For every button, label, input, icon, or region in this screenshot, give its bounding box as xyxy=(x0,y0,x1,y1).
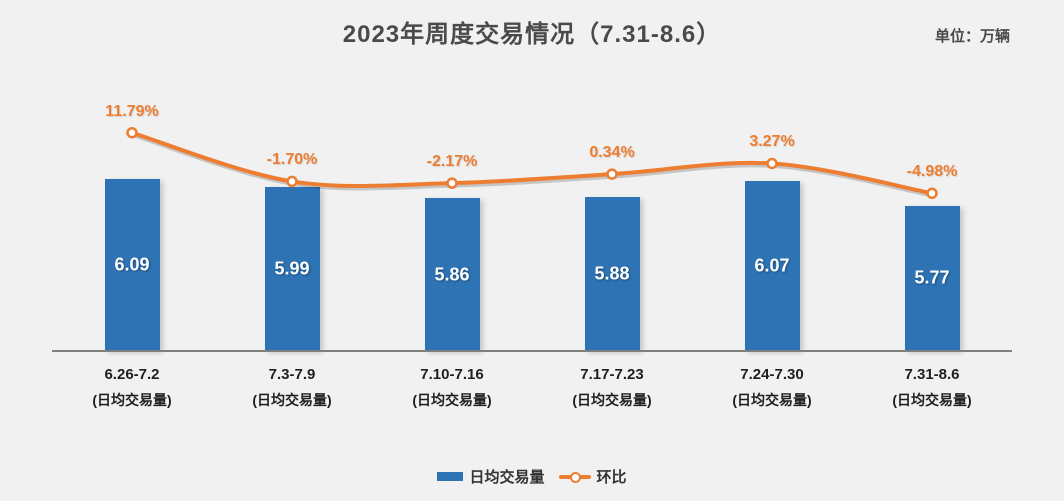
line-swatch-icon xyxy=(558,471,591,483)
bar-value-label: 5.86 xyxy=(434,264,470,285)
x-axis-sublabel: (日均交易量) xyxy=(92,392,172,408)
pct-change-label: -1.70% xyxy=(266,151,318,169)
bar xyxy=(744,180,800,351)
legend: 日均交易量 环比 xyxy=(0,466,1064,487)
x-axis-label: 7.17-7.23 (日均交易量) xyxy=(532,366,692,410)
bar xyxy=(904,205,960,351)
x-axis-label: 7.3-7.9 (日均交易量) xyxy=(212,366,372,410)
pct-change-label: 3.27% xyxy=(749,133,795,151)
bar xyxy=(584,196,640,351)
pct-change-label: -4.98% xyxy=(906,163,958,181)
unit-label: 单位：万辆 xyxy=(934,28,1010,45)
pct-change-label: -2.17% xyxy=(426,153,478,171)
x-axis-date-label: 7.31-8.6 xyxy=(904,366,960,383)
x-axis-label: 7.31-8.6 (日均交易量) xyxy=(852,366,1012,410)
x-axis-sublabel: (日均交易量) xyxy=(252,392,332,408)
x-axis-date-label: 7.24-7.30 xyxy=(740,366,804,383)
bar xyxy=(424,198,480,351)
x-axis-sublabel: (日均交易量) xyxy=(412,392,492,408)
x-axis-date-label: 7.3-7.9 xyxy=(268,366,316,383)
bar-value-label: 5.99 xyxy=(274,258,310,279)
line-marker xyxy=(446,177,458,189)
legend-label: 日均交易量 xyxy=(469,469,545,486)
bar-value-label: 6.09 xyxy=(114,254,150,275)
line-marker xyxy=(286,175,298,188)
x-axis-date-label: 6.26-7.2 xyxy=(104,366,160,383)
bar-value-label: 5.88 xyxy=(594,263,630,284)
bar-swatch-icon xyxy=(437,472,464,481)
x-axis-sublabel: (日均交易量) xyxy=(572,392,652,408)
bar xyxy=(264,187,320,351)
line-marker xyxy=(766,157,778,170)
legend-item-ratio: 环比 xyxy=(558,466,627,487)
x-axis-date-label: 7.10-7.16 xyxy=(420,366,484,383)
line-series-path xyxy=(130,130,934,196)
bar-value-label: 6.07 xyxy=(754,255,790,276)
x-axis-date-label: 7.17-7.23 xyxy=(580,366,644,383)
pct-change-label: 11.79% xyxy=(105,102,159,120)
x-axis-label: 7.10-7.16 (日均交易量) xyxy=(372,366,532,410)
x-axis-line xyxy=(52,350,1012,352)
legend-item-volume: 日均交易量 xyxy=(437,466,545,487)
x-axis-label: 7.24-7.30 (日均交易量) xyxy=(692,366,852,410)
x-axis-label: 6.26-7.2 (日均交易量) xyxy=(52,366,212,410)
x-axis-sublabel: (日均交易量) xyxy=(732,392,812,408)
line-marker xyxy=(926,187,938,200)
bar-value-label: 5.77 xyxy=(914,267,950,288)
bar xyxy=(104,178,160,351)
pct-change-label: 0.34% xyxy=(589,144,635,162)
legend-label: 环比 xyxy=(596,469,627,486)
chart-title: 2023年周度交易情况（7.31-8.6） xyxy=(342,21,722,48)
line-marker xyxy=(126,126,138,139)
x-axis-sublabel: (日均交易量) xyxy=(892,392,972,408)
line-marker xyxy=(606,168,618,180)
